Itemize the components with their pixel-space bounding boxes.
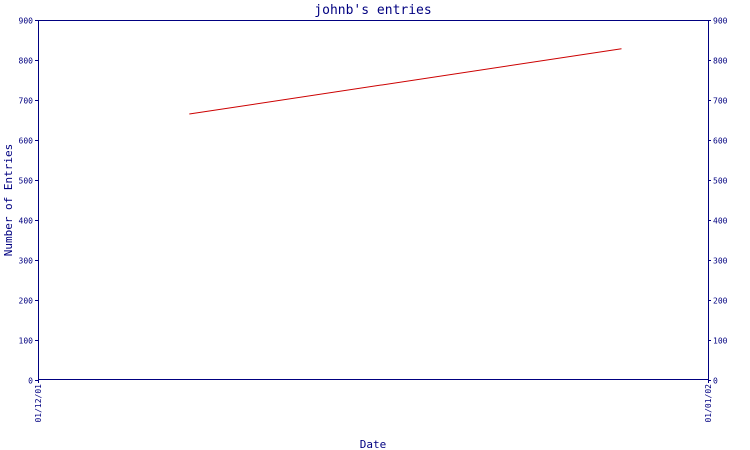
x-axis: 01/12/01 01/01/02 <box>34 380 713 423</box>
y-tick-label-right: 500 <box>713 177 728 186</box>
chart-title: johnb's entries <box>314 3 431 18</box>
y-tick-label-right: 800 <box>713 57 728 66</box>
y-tick-label: 500 <box>19 177 34 186</box>
y-tick-label: 200 <box>19 297 34 306</box>
y-axis-left: 0 100 200 300 400 500 600 700 800 900 <box>19 17 38 386</box>
series-layer <box>189 48 622 115</box>
y-tick-label: 300 <box>19 257 34 266</box>
y-tick-label-right: 900 <box>713 17 728 26</box>
y-tick-label: 800 <box>19 57 34 66</box>
x-tick-label: 01/01/02 <box>704 384 713 423</box>
y-tick-label-right: 600 <box>713 137 728 146</box>
x-tick-label: 01/12/01 <box>34 384 43 423</box>
series-line <box>189 48 622 115</box>
y-tick-label-right: 200 <box>713 297 728 306</box>
y-tick-label-right: 100 <box>713 337 728 346</box>
y-tick-label: 100 <box>19 337 34 346</box>
y-tick-label: 400 <box>19 217 34 226</box>
y-axis-title: Number of Entries <box>2 144 15 257</box>
y-tick-label-right: 400 <box>713 217 728 226</box>
y-tick-label: 0 <box>28 377 33 386</box>
y-tick-label-right: 700 <box>713 97 728 106</box>
y-tick-label-right: 0 <box>713 377 718 386</box>
y-tick-label: 700 <box>19 97 34 106</box>
x-axis-title: Date <box>360 438 387 450</box>
y-tick-label: 900 <box>19 17 34 26</box>
plot-area-frame <box>38 20 709 380</box>
y-axis-right: 0 100 200 300 400 500 600 700 800 900 <box>708 17 728 386</box>
y-tick-label-right: 300 <box>713 257 728 266</box>
y-tick-label: 600 <box>19 137 34 146</box>
